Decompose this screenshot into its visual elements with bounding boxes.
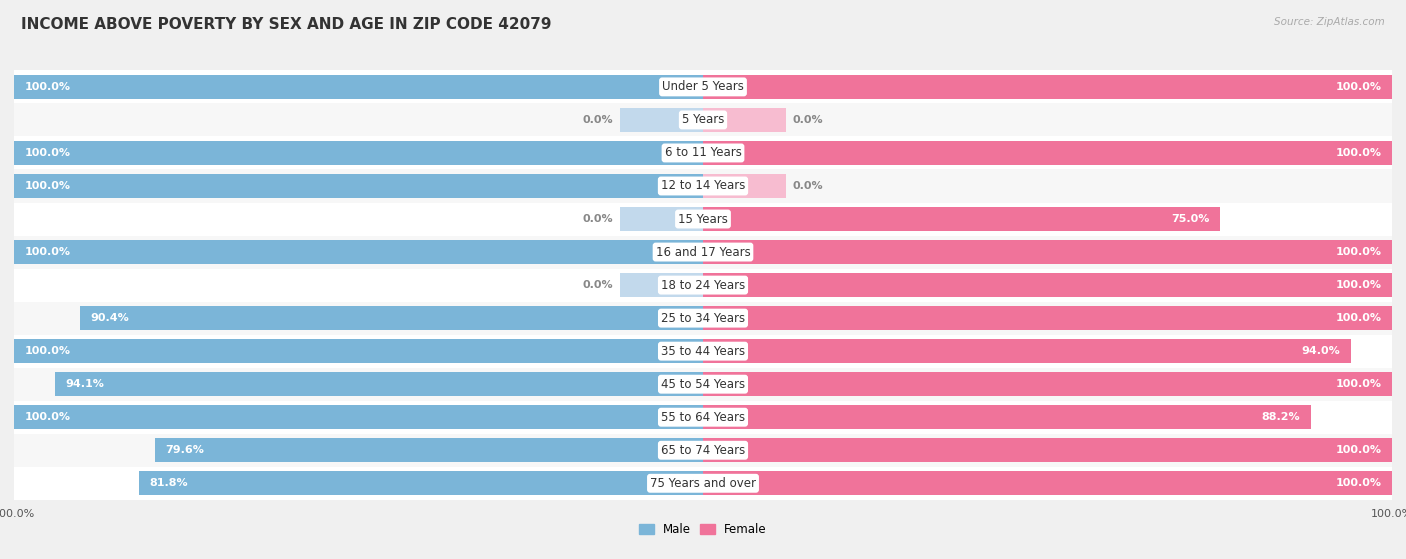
Bar bbox=[703, 405, 1310, 429]
Text: 100.0%: 100.0% bbox=[1336, 280, 1382, 290]
Text: 25 to 34 Years: 25 to 34 Years bbox=[661, 311, 745, 325]
Text: 5 Years: 5 Years bbox=[682, 113, 724, 126]
Text: 100.0%: 100.0% bbox=[24, 181, 70, 191]
Text: 12 to 14 Years: 12 to 14 Years bbox=[661, 179, 745, 192]
Text: 100.0%: 100.0% bbox=[24, 82, 70, 92]
Bar bbox=[155, 438, 703, 462]
FancyBboxPatch shape bbox=[14, 70, 1392, 103]
Bar bbox=[703, 240, 1392, 264]
Text: 0.0%: 0.0% bbox=[793, 115, 823, 125]
Bar bbox=[703, 108, 786, 132]
Bar bbox=[703, 75, 1392, 99]
Text: 6 to 11 Years: 6 to 11 Years bbox=[665, 146, 741, 159]
FancyBboxPatch shape bbox=[14, 335, 1392, 368]
Text: INCOME ABOVE POVERTY BY SEX AND AGE IN ZIP CODE 42079: INCOME ABOVE POVERTY BY SEX AND AGE IN Z… bbox=[21, 17, 551, 32]
Text: 65 to 74 Years: 65 to 74 Years bbox=[661, 444, 745, 457]
Bar bbox=[139, 471, 703, 495]
Text: 100.0%: 100.0% bbox=[1336, 247, 1382, 257]
FancyBboxPatch shape bbox=[14, 202, 1392, 235]
Text: 75.0%: 75.0% bbox=[1171, 214, 1209, 224]
Text: 94.0%: 94.0% bbox=[1302, 346, 1340, 356]
FancyBboxPatch shape bbox=[14, 467, 1392, 500]
Text: 55 to 64 Years: 55 to 64 Years bbox=[661, 411, 745, 424]
Text: 45 to 54 Years: 45 to 54 Years bbox=[661, 378, 745, 391]
FancyBboxPatch shape bbox=[14, 235, 1392, 268]
FancyBboxPatch shape bbox=[14, 401, 1392, 434]
Text: Under 5 Years: Under 5 Years bbox=[662, 80, 744, 93]
Text: 16 and 17 Years: 16 and 17 Years bbox=[655, 245, 751, 259]
FancyBboxPatch shape bbox=[14, 302, 1392, 335]
Bar bbox=[14, 240, 703, 264]
Bar bbox=[620, 207, 703, 231]
Text: 18 to 24 Years: 18 to 24 Years bbox=[661, 278, 745, 292]
Bar bbox=[14, 339, 703, 363]
Text: 0.0%: 0.0% bbox=[583, 115, 613, 125]
Bar bbox=[14, 405, 703, 429]
Bar bbox=[703, 273, 1392, 297]
FancyBboxPatch shape bbox=[14, 169, 1392, 202]
Bar bbox=[620, 273, 703, 297]
Text: 88.2%: 88.2% bbox=[1261, 412, 1301, 422]
Text: 79.6%: 79.6% bbox=[165, 446, 204, 455]
Bar bbox=[703, 141, 1392, 165]
Bar bbox=[703, 207, 1219, 231]
Text: Source: ZipAtlas.com: Source: ZipAtlas.com bbox=[1274, 17, 1385, 27]
Text: 0.0%: 0.0% bbox=[793, 181, 823, 191]
Bar bbox=[703, 438, 1392, 462]
Text: 90.4%: 90.4% bbox=[90, 313, 129, 323]
Bar bbox=[14, 141, 703, 165]
Text: 75 Years and over: 75 Years and over bbox=[650, 477, 756, 490]
Text: 100.0%: 100.0% bbox=[1336, 446, 1382, 455]
FancyBboxPatch shape bbox=[14, 103, 1392, 136]
Text: 15 Years: 15 Years bbox=[678, 212, 728, 225]
Bar bbox=[703, 174, 786, 198]
Bar bbox=[14, 174, 703, 198]
Bar bbox=[703, 339, 1351, 363]
Bar bbox=[14, 75, 703, 99]
FancyBboxPatch shape bbox=[14, 434, 1392, 467]
Text: 100.0%: 100.0% bbox=[1336, 148, 1382, 158]
Text: 100.0%: 100.0% bbox=[1336, 313, 1382, 323]
Bar bbox=[55, 372, 703, 396]
Text: 81.8%: 81.8% bbox=[150, 479, 188, 488]
Text: 0.0%: 0.0% bbox=[583, 280, 613, 290]
Text: 100.0%: 100.0% bbox=[24, 148, 70, 158]
Text: 100.0%: 100.0% bbox=[24, 247, 70, 257]
Text: 0.0%: 0.0% bbox=[583, 214, 613, 224]
Text: 94.1%: 94.1% bbox=[65, 379, 104, 389]
Text: 35 to 44 Years: 35 to 44 Years bbox=[661, 345, 745, 358]
Bar bbox=[620, 108, 703, 132]
Text: 100.0%: 100.0% bbox=[1336, 379, 1382, 389]
Legend: Male, Female: Male, Female bbox=[634, 518, 772, 541]
Text: 100.0%: 100.0% bbox=[1336, 479, 1382, 488]
FancyBboxPatch shape bbox=[14, 368, 1392, 401]
FancyBboxPatch shape bbox=[14, 136, 1392, 169]
FancyBboxPatch shape bbox=[14, 268, 1392, 302]
Bar bbox=[703, 372, 1392, 396]
Bar bbox=[80, 306, 703, 330]
Text: 100.0%: 100.0% bbox=[24, 412, 70, 422]
Text: 100.0%: 100.0% bbox=[1336, 82, 1382, 92]
Bar bbox=[703, 306, 1392, 330]
Text: 100.0%: 100.0% bbox=[24, 346, 70, 356]
Bar bbox=[703, 471, 1392, 495]
